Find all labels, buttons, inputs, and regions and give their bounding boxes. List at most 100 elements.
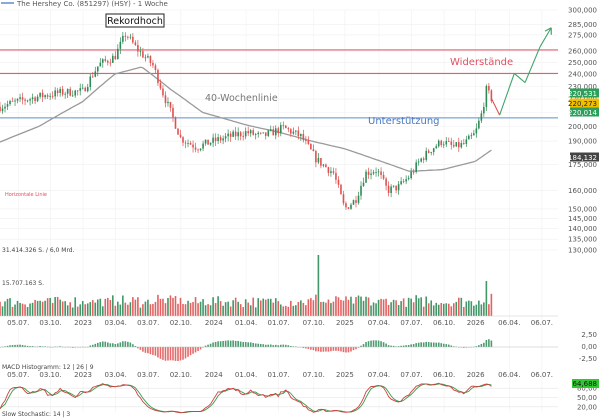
macd-bar: [380, 341, 382, 347]
volume-bar: [407, 297, 410, 316]
candle-body: [377, 171, 380, 173]
volume-bar: [285, 305, 287, 316]
volume-bar: [182, 304, 184, 316]
macd-bar: [21, 344, 24, 347]
volume-bar: [357, 295, 360, 316]
macd-bar: [197, 347, 199, 351]
volume-bar: [139, 307, 142, 316]
volume-bar: [11, 306, 14, 316]
volume-bar: [385, 298, 387, 316]
volume-bar: [400, 301, 402, 316]
volume-bar: [164, 303, 167, 316]
macd-bar: [96, 342, 99, 347]
support-label: Unterstützung: [368, 116, 440, 127]
macd-bar: [337, 347, 340, 351]
macd-bar: [182, 347, 184, 360]
x-tick-label: 2023: [74, 319, 92, 327]
macd-bar: [31, 346, 34, 347]
price-badge-label: 220,273: [568, 100, 597, 108]
volume-bar: [232, 300, 234, 316]
macd-bar: [137, 347, 139, 349]
volume-bar: [209, 305, 212, 316]
candle-body: [154, 65, 157, 70]
macd-bar: [412, 344, 415, 347]
volume-bar: [290, 300, 292, 316]
volume-bar: [342, 300, 345, 316]
candle-body: [295, 130, 297, 132]
volume-bar: [76, 306, 79, 316]
macd-bar: [162, 347, 164, 360]
candle-body: [71, 95, 74, 97]
macd-bar: [16, 344, 19, 347]
y-tick-label: 300,000: [568, 7, 597, 15]
volume-bar: [204, 305, 207, 316]
volume-bar: [410, 298, 412, 316]
volume-bar: [41, 301, 44, 316]
volume-bar: [269, 298, 272, 316]
candle-body: [330, 171, 332, 173]
y-tick-label: 275,000: [568, 31, 597, 39]
x-tick-label: 03.10.: [39, 319, 61, 327]
x-tick-label-lower: 2026: [467, 371, 485, 379]
volume-bar: [372, 302, 375, 316]
volume-bar: [51, 303, 54, 316]
candle-body: [229, 133, 232, 137]
candle-body: [407, 178, 410, 180]
volume-bar: [375, 303, 377, 316]
candle-body: [463, 143, 465, 144]
candle-body: [79, 88, 82, 91]
volume-bar: [300, 300, 302, 316]
candle-body: [417, 161, 420, 163]
macd-bar: [483, 342, 485, 347]
candle-body: [450, 141, 453, 145]
macd-bar: [29, 346, 31, 347]
volume-bar: [267, 298, 270, 316]
macd-bar: [355, 347, 357, 350]
macd-bar: [475, 346, 478, 347]
candle-body: [9, 100, 11, 105]
macd-bar: [157, 347, 159, 358]
macd-bar: [199, 347, 202, 350]
candle-body: [452, 144, 455, 147]
volume-bar: [337, 297, 340, 316]
candle-body: [370, 173, 372, 175]
volume-bar: [347, 299, 350, 316]
candle-body: [76, 90, 79, 92]
candle-body: [332, 171, 335, 173]
macd-bar: [41, 346, 44, 347]
candle-body: [41, 92, 44, 98]
macd-bar: [285, 344, 287, 347]
candle-body: [51, 95, 54, 97]
volume-top-label: 31.414.326 S. / 6,0 Mrd.: [2, 247, 75, 254]
candle-body: [380, 171, 382, 176]
candle-body: [282, 125, 285, 126]
y-tick-label: 140,000: [568, 225, 597, 233]
y-tick-label: 240,000: [568, 71, 597, 79]
macd-bar: [488, 339, 490, 347]
volume-bar: [152, 303, 154, 316]
candle-body: [222, 138, 224, 141]
candle-body: [312, 149, 315, 152]
grid-layer: [0, 9, 558, 412]
x-axis: 05.07. 03.10. 2023 03.04. 03.07. 02.10. 2024 01…: [7, 319, 553, 379]
candle-body: [465, 139, 468, 144]
candle-body: [285, 125, 287, 129]
volume-bar: [415, 295, 417, 316]
volume-bar: [254, 307, 257, 316]
candle-body: [59, 88, 61, 93]
candle-body: [247, 131, 249, 134]
candle-body: [372, 172, 375, 174]
volume-bar: [144, 301, 147, 316]
candle-body: [490, 90, 493, 101]
record-high-label: Rekordhoch: [107, 16, 163, 27]
macd-label: MACD Histogramm: 12 | 26 | 9: [2, 364, 94, 371]
volume-bar: [295, 305, 297, 316]
x-tick-label: 2024: [205, 319, 223, 327]
candle-body: [34, 97, 36, 102]
forecast-segment: [524, 46, 541, 83]
macd-bar: [435, 342, 438, 347]
candle-body: [297, 130, 300, 137]
volume-bar: [488, 304, 490, 316]
volume-bar: [478, 300, 480, 316]
candle-body: [322, 164, 325, 166]
